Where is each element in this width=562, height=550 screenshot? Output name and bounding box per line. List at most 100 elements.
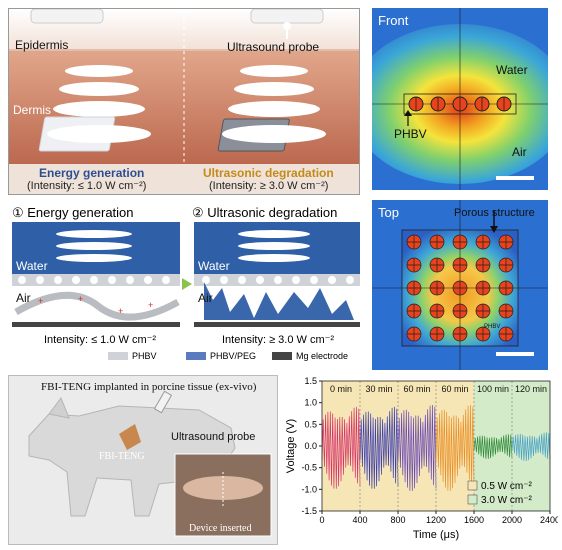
pig-illustration: [28, 390, 272, 537]
chart-series: [321, 406, 361, 489]
y-tick-label: -1.0: [301, 484, 317, 494]
svg-text:+: +: [38, 296, 43, 306]
legend-swatch: [467, 494, 478, 505]
air-label-1: Air: [16, 291, 31, 305]
pore-cross: [407, 235, 421, 249]
fbi-teng-label: FBI-TENG: [99, 451, 145, 462]
pore-cross: [453, 235, 467, 249]
pore-cross: [476, 327, 490, 341]
pore-cross: [453, 327, 467, 341]
air-label-2: Air: [198, 291, 213, 305]
pore-cross: [407, 327, 421, 341]
y-tick-label: 0.0: [304, 441, 317, 451]
legend-label: 3.0 W cm⁻²: [481, 495, 533, 506]
y-tick-label: -1.5: [301, 506, 317, 516]
legend-mg-label: Mg electrode: [296, 351, 349, 361]
pore-cross: [476, 281, 490, 295]
probe-label: Ultrasound probe: [171, 431, 256, 443]
x-tick-label: 400: [352, 515, 367, 525]
chart-band: [436, 381, 474, 511]
probe-left: [30, 9, 104, 24]
pore-cross: [430, 235, 444, 249]
y-tick-label: 1.0: [304, 398, 317, 408]
front-title: Front: [378, 13, 409, 28]
top-title: Top: [378, 205, 399, 220]
front-field-map: [372, 8, 548, 190]
panel-top: Top Porous structure PHBV: [372, 200, 548, 370]
x-axis-label: Time (μs): [413, 529, 459, 541]
top-phbv-small-label: PHBV: [484, 324, 501, 330]
energy-generation-intensity: (Intensity: ≤ 1.0 W cm⁻²): [27, 180, 147, 192]
segment-label: 60 min: [403, 384, 430, 394]
pore-cross: [453, 281, 467, 295]
front-air-label: Air: [512, 145, 527, 159]
water-label-2: Water: [198, 259, 230, 273]
pore-cross: [476, 304, 490, 318]
epidermis-label: Epidermis: [15, 38, 69, 52]
probe-right: [250, 9, 324, 24]
pore-cross: [430, 327, 444, 341]
y-tick-label: -0.5: [301, 463, 317, 473]
legend-mg-swatch: [272, 352, 292, 360]
legend-label: 0.5 W cm⁻²: [481, 481, 533, 492]
x-tick-label: 0: [319, 515, 324, 525]
device-inserted-label: Device inserted: [189, 523, 252, 534]
pore-cross: [407, 281, 421, 295]
svg-text:+: +: [118, 306, 123, 316]
segment-label: 100 min: [477, 384, 509, 394]
legend-phbv-swatch: [108, 352, 128, 360]
water-label-1: Water: [16, 259, 48, 273]
panel-d: FBI-TENG implanted in porcine tissue (ex…: [8, 375, 278, 545]
front-phbv-label: PHBV: [394, 127, 427, 141]
energy-generation-title: Energy generation: [39, 166, 145, 180]
pore-cross: [499, 281, 513, 295]
legend-phbv-label: PHBV: [132, 351, 157, 361]
pore-cross: [499, 327, 513, 341]
top-field-map: [372, 200, 548, 370]
pore-cross: [407, 258, 421, 272]
chart-series: [397, 404, 437, 492]
ultrasonic-degradation-heading: ② Ultrasonic degradation: [192, 205, 338, 220]
chart-series: [359, 406, 399, 489]
chart-series: [511, 432, 551, 462]
chart-band: [360, 381, 398, 511]
pore-cross: [407, 304, 421, 318]
x-tick-label: 2400: [540, 515, 558, 525]
panel-a: Epidermis Dermis Ultrasound probe Energy…: [8, 8, 360, 195]
pore-cross: [476, 235, 490, 249]
panel-b: ① Energy generation ② Ultrasonic degrada…: [8, 200, 360, 368]
voltage-chart-svg: 0 min 30 min 60 min 60 min 100 min 120 min 0 40…: [285, 376, 560, 541]
intensity-label-1: Intensity: ≤ 1.0 W cm⁻²: [44, 334, 157, 346]
legend-swatch: [467, 480, 478, 491]
chart-series: [473, 434, 513, 459]
chart-series: [435, 404, 475, 492]
y-tick-label: 0.5: [304, 419, 317, 429]
x-tick-label: 1200: [426, 515, 446, 525]
ultrasonic-degradation-intensity: (Intensity: ≥ 3.0 W cm⁻²): [209, 180, 329, 192]
pore-cross: [499, 304, 513, 318]
ultrasonic-degradation-title: Ultrasonic degradation: [203, 166, 334, 180]
top-pores: [406, 234, 514, 342]
legend-phbv-peg-swatch: [186, 352, 206, 360]
x-tick-label: 1600: [464, 515, 484, 525]
dermis-label: Dermis: [13, 103, 51, 117]
pore-cross: [430, 281, 444, 295]
x-tick-label: 800: [390, 515, 405, 525]
front-water-label: Water: [496, 63, 528, 77]
chart-band: [398, 381, 436, 511]
ultrasound-probe-label: Ultrasound probe: [227, 40, 320, 54]
segment-label: 60 min: [441, 384, 468, 394]
chart-band: [322, 381, 360, 511]
pore-cross: [453, 304, 467, 318]
svg-text:+: +: [78, 294, 83, 304]
x-tick-label: 2000: [502, 515, 522, 525]
svg-text:+: +: [148, 300, 153, 310]
pore-cross: [430, 258, 444, 272]
segment-label: 0 min: [330, 384, 352, 394]
pore-cross: [476, 258, 490, 272]
panel-b-schematic: + + + +: [12, 222, 360, 327]
y-axis-label: Voltage (V): [285, 419, 297, 473]
pore-cross: [430, 304, 444, 318]
y-tick-label: 1.5: [304, 376, 317, 386]
legend-phbv-peg-label: PHBV/PEG: [210, 351, 257, 361]
